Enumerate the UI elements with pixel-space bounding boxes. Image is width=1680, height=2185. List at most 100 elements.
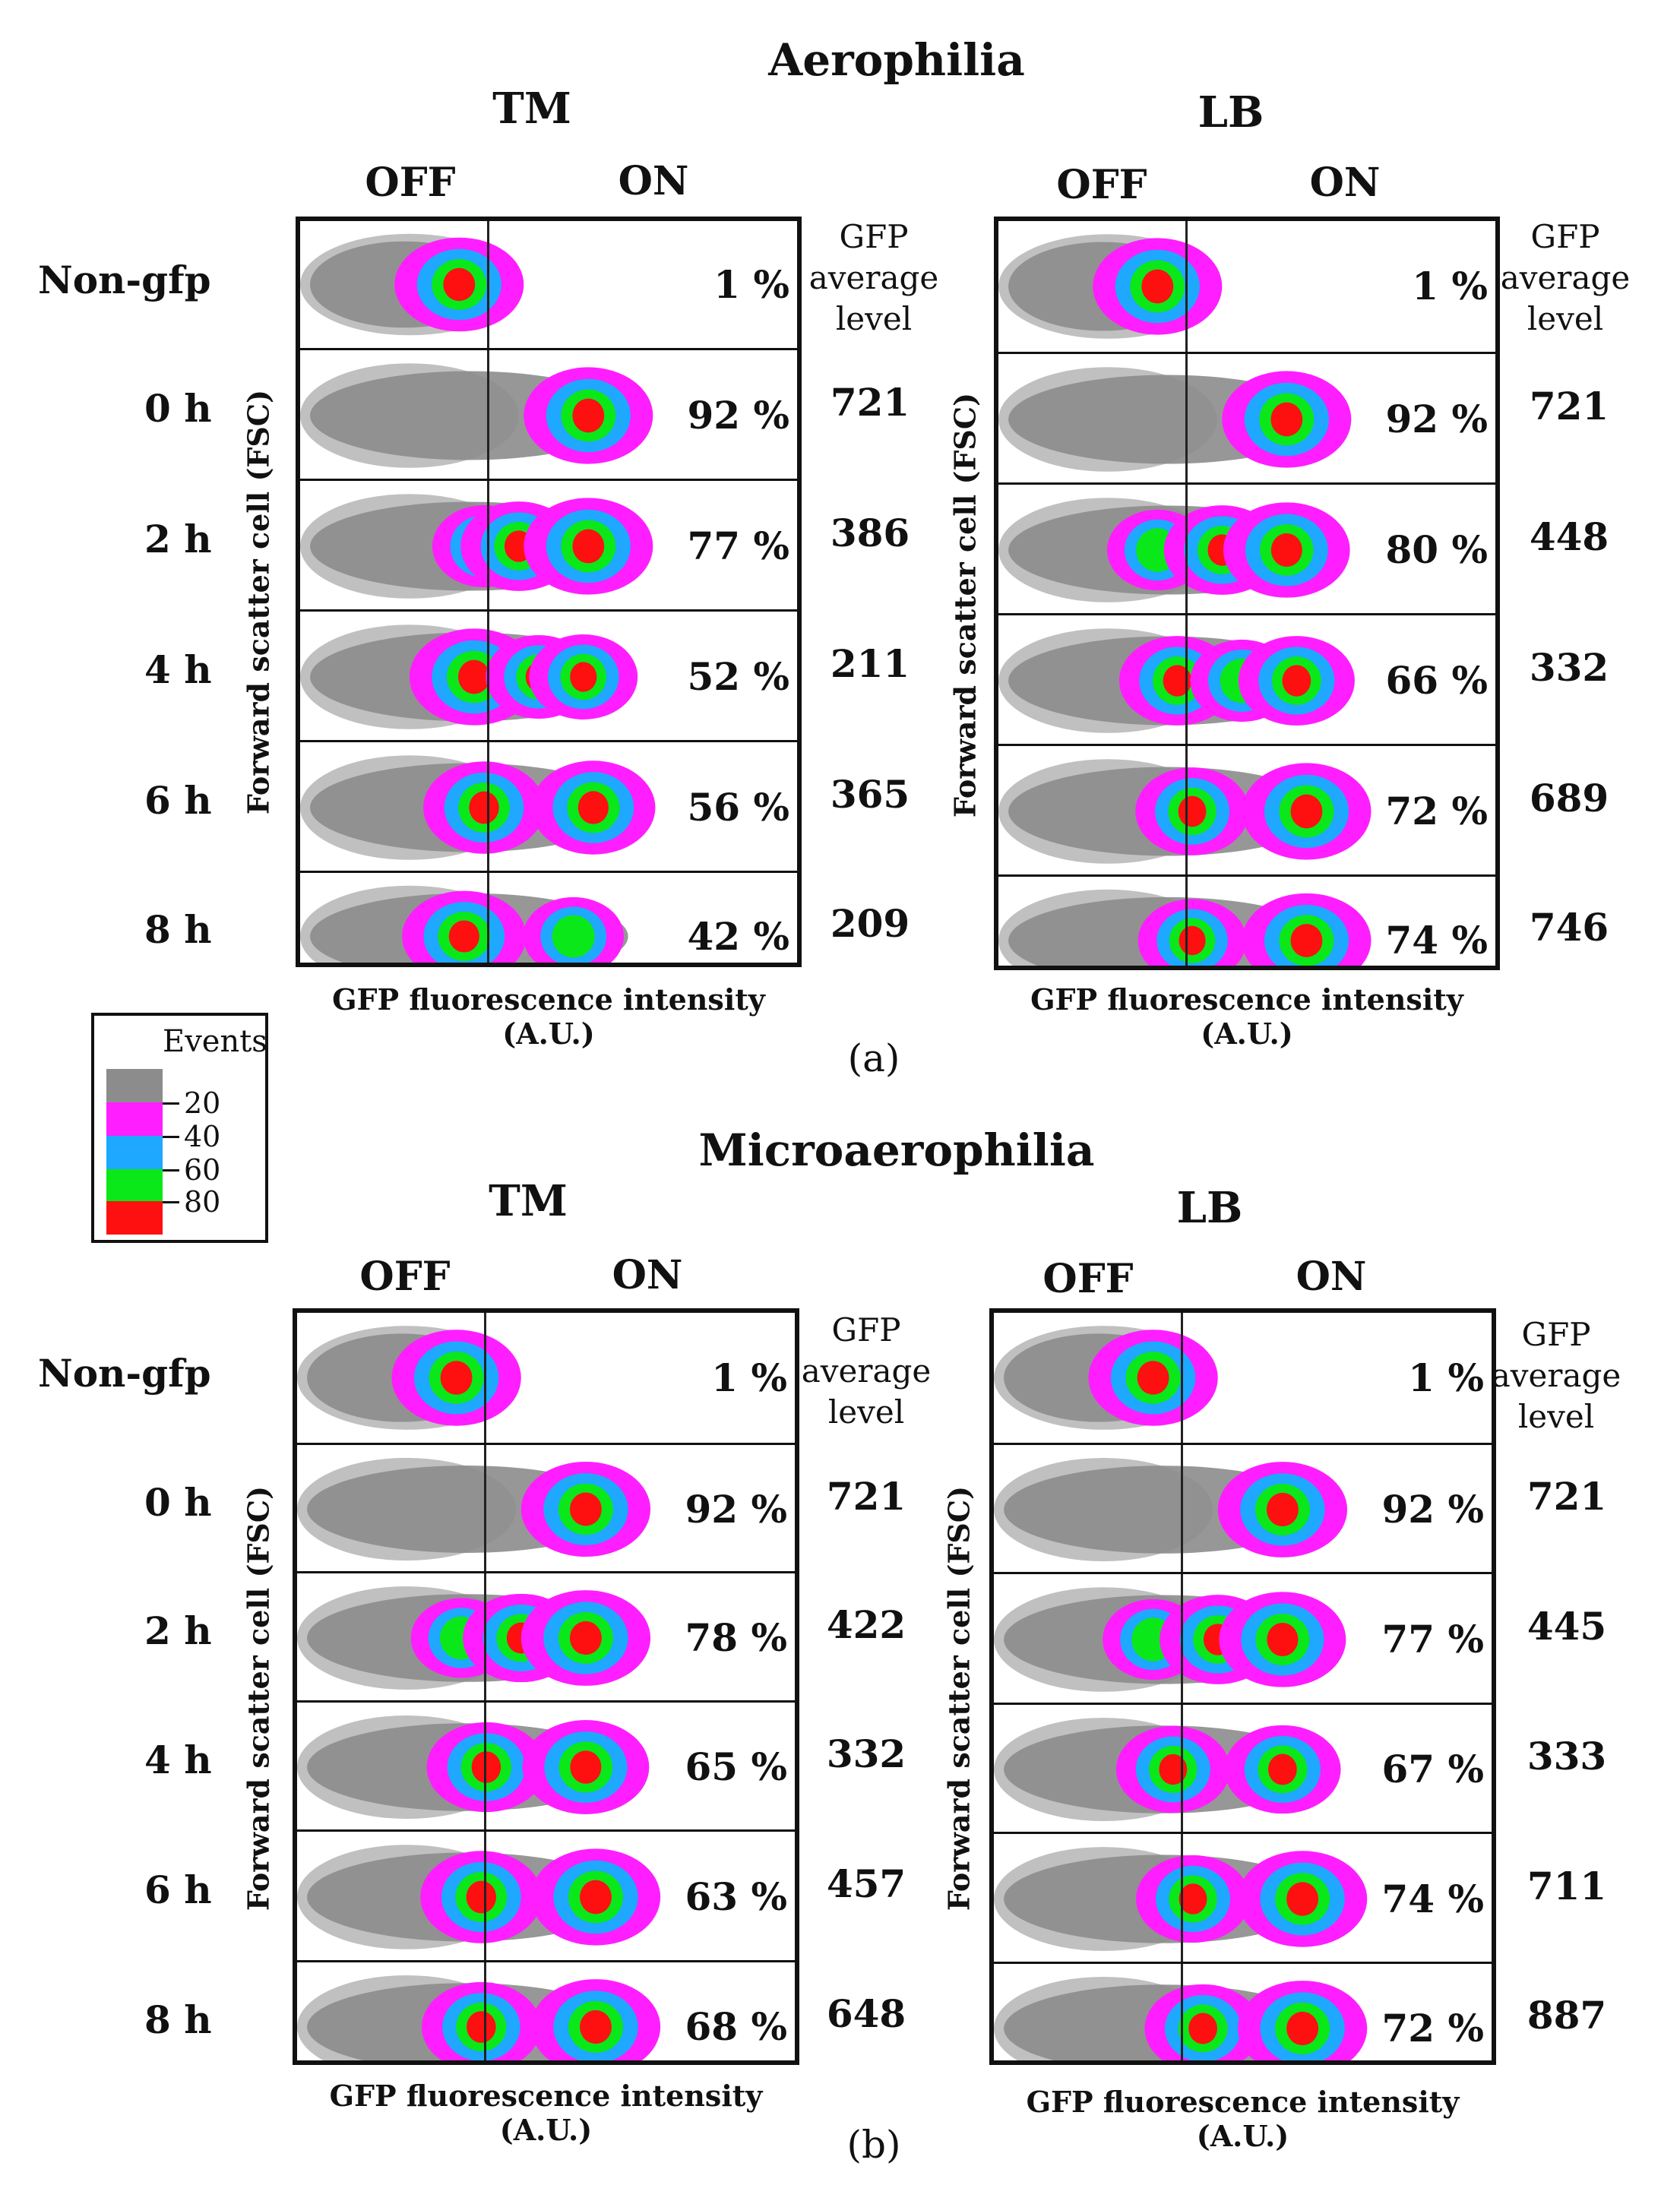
gfp-average-value: 333: [1527, 1734, 1607, 1779]
density-mode-layer: [1267, 1622, 1299, 1657]
plot-row: 92 %: [297, 1443, 795, 1571]
on-label: ON: [1309, 160, 1381, 206]
on-off-gate-line: [1181, 1445, 1184, 1572]
on-percent-label: 42 %: [687, 913, 790, 959]
density-mode-layer: [1179, 925, 1206, 956]
legend-tick: [163, 1201, 179, 1203]
density-plot: [297, 1326, 521, 1430]
on-off-gate-line: [484, 1445, 487, 1571]
density-mode-layer: [1270, 533, 1302, 568]
legend-tick-label: 40: [184, 1120, 221, 1153]
on-label: ON: [618, 158, 689, 204]
plot-row: 42 %: [300, 871, 797, 963]
on-percent-label: 1 %: [713, 261, 789, 307]
gfp-average-value: 721: [830, 380, 910, 425]
density-mode-layer: [467, 2011, 496, 2043]
on-percent-label: 92 %: [1385, 397, 1489, 441]
legend-tick-label: 60: [184, 1153, 221, 1187]
legend-tick: [163, 1102, 179, 1105]
density-mode-layer: [1179, 1883, 1207, 1915]
on-percent-label: 68 %: [685, 2004, 788, 2049]
plot-row: 1 %: [300, 221, 797, 348]
on-off-gate-line: [484, 1832, 487, 1960]
plot-row: 63 %: [297, 1829, 795, 1960]
gfp-average-header: GFP average level: [1500, 218, 1631, 337]
legend-swatch-blue: [106, 1136, 163, 1169]
on-percent-label: 92 %: [685, 1486, 788, 1532]
plot-row: 56 %: [300, 740, 797, 871]
density-mode-layer: [440, 1361, 473, 1395]
density-plot: [998, 498, 1350, 602]
on-off-gate-line: [1185, 221, 1188, 352]
gfp-average-value: 689: [1529, 776, 1609, 821]
density-plot: [998, 628, 1355, 733]
caption-b: (b): [846, 2123, 901, 2167]
on-off-gate-line: [486, 742, 489, 871]
density-plot: [994, 1326, 1218, 1430]
plot-row: 72 %: [994, 1962, 1492, 2060]
density-mode-layer: [1137, 1361, 1169, 1395]
density-plot: [297, 1975, 661, 2060]
legend-swatch-red: [106, 1201, 163, 1235]
timepoint-label: 4 h: [144, 1738, 212, 1782]
on-percent-label: 72 %: [1381, 2006, 1485, 2051]
density-plot: [998, 889, 1372, 966]
plot-row: 66 %: [998, 613, 1495, 744]
legend-swatch-gray: [106, 1069, 163, 1102]
plot-row: 65 %: [297, 1700, 795, 1829]
density-mode-layer: [580, 2010, 612, 2044]
density-plot-panel-lb: 1 % 92 % 77 % 67 % 74 % 72 %: [989, 1308, 1496, 2065]
density-plot: [300, 363, 653, 468]
on-off-gate-line: [486, 221, 489, 348]
medium-title-lb: LB: [1198, 87, 1264, 138]
plot-row: 1 %: [998, 221, 1495, 352]
plot-row: 68 %: [297, 1960, 795, 2060]
on-off-gate-line: [486, 612, 489, 740]
on-percent-label: 80 %: [1385, 527, 1489, 572]
gfp-average-value: 209: [830, 900, 910, 946]
on-off-gate-line: [1185, 746, 1188, 874]
on-off-gate-line: [1181, 1834, 1184, 1962]
on-off-gate-line: [486, 873, 489, 963]
plot-row: 52 %: [300, 609, 797, 740]
density-mode-layer: [1282, 665, 1311, 697]
on-off-gate-line: [484, 1703, 487, 1829]
density-mode-layer: [572, 529, 605, 564]
density-plot: [998, 367, 1352, 472]
gfp-average-value: 386: [830, 511, 910, 555]
plot-row: 74 %: [998, 874, 1495, 966]
density-plot: [297, 1457, 651, 1561]
on-off-gate-line: [484, 1962, 487, 2060]
density-mode-layer: [466, 1880, 497, 1914]
on-off-gate-line: [484, 1573, 487, 1700]
timepoint-label: 6 h: [144, 1867, 212, 1912]
density-mode-layer: [577, 791, 609, 824]
legend-tick-label: 80: [184, 1185, 221, 1219]
density-mode-layer: [1159, 1753, 1188, 1785]
on-percent-label: 56 %: [687, 785, 790, 830]
on-off-gate-line: [484, 1313, 487, 1443]
density-mode-layer: [1290, 794, 1323, 829]
plot-row: 72 %: [998, 744, 1495, 874]
density-mode-layer: [469, 791, 499, 824]
plot-row: 67 %: [994, 1703, 1492, 1832]
timepoint-label: 6 h: [144, 778, 212, 823]
gfp-average-header: GFP average level: [808, 218, 939, 337]
on-percent-label: 1 %: [711, 1355, 787, 1400]
plot-row: 1 %: [994, 1313, 1492, 1443]
on-percent-label: 67 %: [1381, 1747, 1485, 1791]
on-off-gate-line: [1185, 354, 1188, 482]
density-plot: [300, 885, 628, 963]
density-plot: [994, 1847, 1368, 1951]
gfp-average-value: 332: [1529, 645, 1609, 690]
medium-title-tm: TM: [492, 84, 571, 134]
gfp-average-value: 721: [1527, 1474, 1607, 1519]
timepoint-label: 8 h: [144, 906, 212, 952]
off-label: OFF: [1042, 1256, 1134, 1302]
gfp-average-value: 445: [1527, 1604, 1607, 1649]
timepoint-label: Non-gfp: [38, 1350, 211, 1396]
gfp-average-value: 648: [826, 1991, 906, 2036]
on-percent-label: 65 %: [685, 1744, 788, 1789]
density-mode-layer: [443, 267, 476, 302]
on-percent-label: 1 %: [1408, 1355, 1484, 1400]
